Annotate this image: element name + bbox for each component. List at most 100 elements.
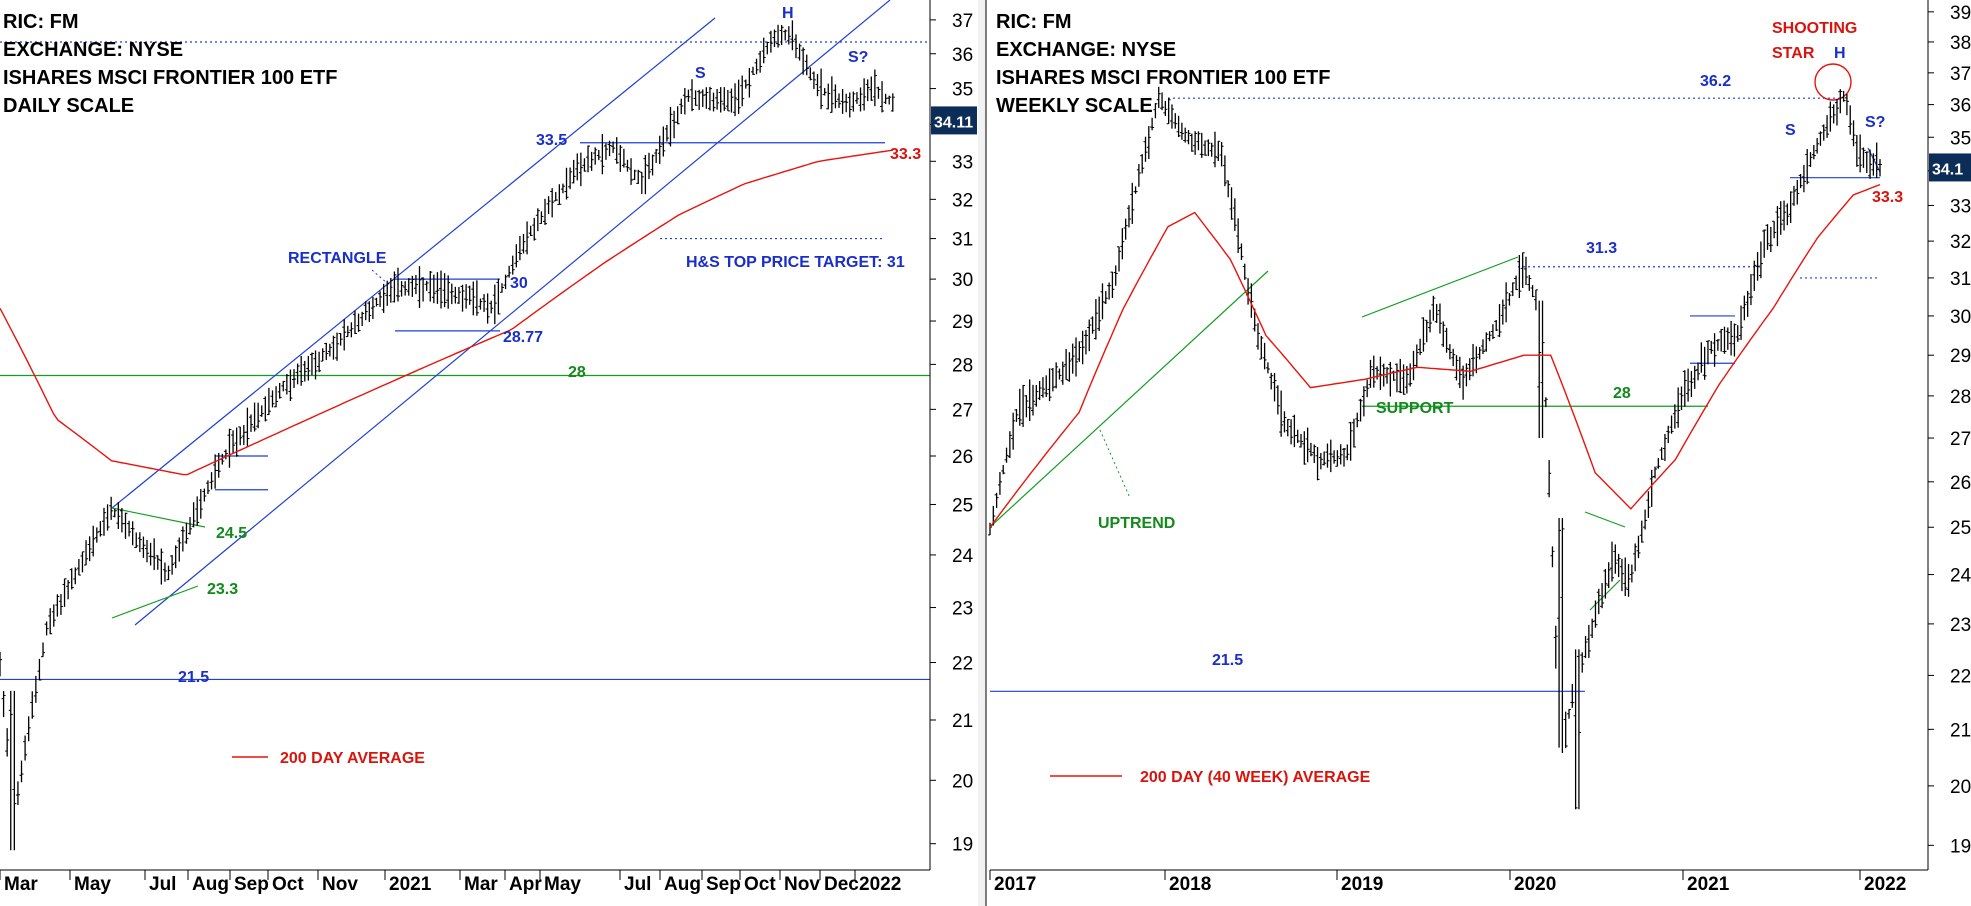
price-bar [621,148,626,168]
price-bar [1424,319,1429,343]
price-bar [1874,142,1879,179]
uptrend-pointer [1099,429,1131,499]
price-bar [503,274,508,290]
price-bar [374,297,379,307]
price-bar [704,87,709,109]
price-bar [1854,134,1859,167]
price-bar [629,158,634,185]
price-bar [467,285,472,305]
price-bar [1007,431,1012,458]
x-tick-label: Jul [624,874,651,895]
y-tick-label: 23 [1950,615,1971,636]
price-bar [1778,201,1783,235]
y-tick-label: 39 [1950,3,1971,24]
price-bar [1583,636,1588,659]
price-bar [1335,450,1340,467]
price-bar [1782,200,1787,231]
price-bar [1064,349,1069,381]
price-bar [1318,452,1323,470]
price-bar [1216,140,1221,162]
price-bar [1702,346,1707,380]
x-tick-label: 2022 [859,874,901,895]
level-21-5-label: 21.5 [178,669,209,686]
y-tick-label: 29 [952,312,973,333]
price-bar [127,520,132,537]
price-bar [1739,305,1744,340]
y-tick-label: 25 [952,495,973,516]
price-bar [1732,323,1737,357]
price-bar [1189,133,1194,152]
price-bar [1623,557,1628,596]
last-price-box [1929,153,1971,182]
price-bar [116,502,121,530]
header-line-2: EXCHANGE: NYSE [996,39,1176,61]
price-bar [603,143,608,160]
price-bar [811,71,816,90]
price-bar [216,452,221,478]
y-tick-label: 22 [952,653,973,674]
price-bar [1255,323,1260,350]
price-bar [525,221,530,255]
price-bar [1444,327,1449,353]
price-bar [1047,368,1052,402]
price-bar [1510,282,1515,297]
price-bar [188,517,193,535]
price-bar [84,540,89,566]
y-tick-label: 26 [952,447,973,468]
rectangle-label: RECTANGLE [288,250,387,267]
y-tick-label: 24 [1950,566,1971,587]
price-bar [456,286,461,304]
price-bar [277,382,282,399]
price-bar [1791,185,1796,206]
level-28-label: 28 [568,364,586,381]
x-tick-label: Oct [272,874,304,895]
price-bar [109,496,114,520]
y-tick-label: 23 [952,599,973,620]
price-bar [697,89,702,110]
price-bar [1262,342,1267,370]
y-tick-label: 33 [952,152,973,173]
price-bar [765,41,770,55]
price-bar [586,145,591,173]
price-bar [58,594,63,615]
price-bar [471,281,476,316]
price-bar [259,405,264,417]
price-bar [636,169,641,185]
price-bar [997,472,1002,495]
price-bar [91,525,96,557]
price-bar [1682,370,1687,407]
price-bar [1176,115,1181,138]
price-bar [1203,140,1208,156]
price-bar [421,277,426,302]
price-bar [1325,443,1330,468]
y-tick-label: 36 [952,45,973,66]
price-bar [668,106,673,147]
price-bar [837,93,842,108]
y-tick-label: 30 [1950,307,1971,328]
price-bar [1669,415,1674,434]
price-bar [302,360,307,382]
y-tick-label: 27 [1950,429,1971,450]
price-bar [478,298,483,310]
price-bar [1160,92,1165,111]
price-bar [1361,386,1366,417]
price-bar [1553,625,1558,669]
price-bar [564,167,569,200]
price-bar [872,69,877,107]
price-bar [1725,327,1730,350]
price-bar [693,90,698,106]
price-bar [1173,113,1178,129]
price-bar [1169,104,1174,129]
price-bar [1705,340,1710,365]
price-bar [464,284,469,309]
y-tick-label: 31 [952,230,973,251]
price-bar [1464,363,1469,387]
price-bar [1821,124,1826,141]
price-bar [349,322,354,338]
price-bar [1514,275,1519,291]
y-tick-label: 26 [1950,473,1971,494]
price-bar [1828,101,1833,132]
price-bar [1619,558,1624,592]
price-bar [1848,105,1853,135]
price-bar [1332,450,1337,464]
